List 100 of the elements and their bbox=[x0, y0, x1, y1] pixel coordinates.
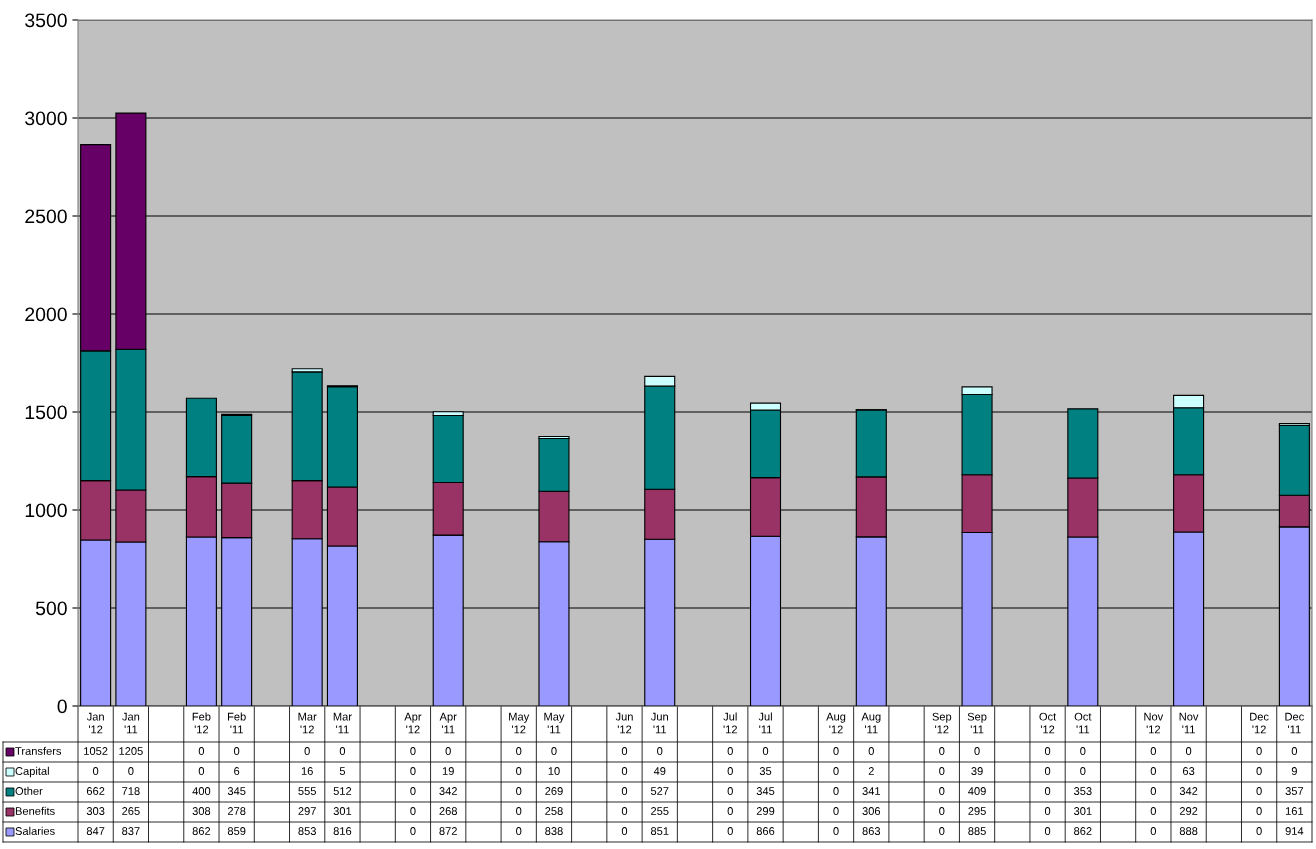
y-tick-label: 2000 bbox=[25, 307, 67, 322]
x-tick-label: Dec '12 bbox=[1250, 712, 1269, 734]
data-label: 0 bbox=[833, 747, 839, 755]
data-label: 0 bbox=[1044, 807, 1051, 815]
data-label: 0 bbox=[339, 747, 346, 755]
x-tick-label: Feb '12 bbox=[192, 712, 211, 734]
x-tick-label: Mar '12 bbox=[298, 712, 317, 734]
data-label: 0 bbox=[621, 787, 628, 795]
data-label: 0 bbox=[128, 767, 134, 775]
y-tick-label: 1500 bbox=[25, 405, 67, 420]
data-label: 0 bbox=[621, 827, 628, 835]
data-label: 301 bbox=[333, 807, 352, 815]
data-label: 303 bbox=[86, 807, 105, 815]
data-label: 1205 bbox=[119, 747, 143, 755]
x-tick-label: Oct '11 bbox=[1074, 712, 1092, 734]
data-label: 9 bbox=[1291, 767, 1297, 775]
data-label: 0 bbox=[833, 807, 839, 815]
data-label: 0 bbox=[516, 767, 522, 775]
y-tick-label: 2500 bbox=[25, 209, 67, 224]
data-label: 862 bbox=[1074, 827, 1092, 835]
x-tick-label: Mar '11 bbox=[333, 712, 352, 734]
data-label: 0 bbox=[1185, 747, 1192, 755]
data-label: 255 bbox=[651, 807, 669, 815]
data-label: 0 bbox=[1150, 747, 1156, 755]
data-label: 0 bbox=[1044, 767, 1051, 775]
x-tick-label: Aug '11 bbox=[861, 712, 881, 734]
data-label: 0 bbox=[621, 807, 628, 815]
data-label: 308 bbox=[192, 807, 211, 815]
data-label: 851 bbox=[650, 827, 669, 835]
data-label: 0 bbox=[1256, 827, 1262, 835]
x-tick-label: Jun '12 bbox=[615, 712, 633, 734]
data-label: 0 bbox=[833, 767, 839, 775]
data-label: 0 bbox=[516, 807, 522, 815]
data-label: 6 bbox=[234, 767, 240, 775]
x-tick-label: May '12 bbox=[509, 712, 530, 734]
data-label: 0 bbox=[516, 827, 522, 835]
data-label: 0 bbox=[727, 747, 733, 755]
data-label: 0 bbox=[1044, 747, 1051, 755]
data-label: 0 bbox=[762, 747, 769, 755]
legend-label: Benefits bbox=[15, 806, 55, 815]
x-tick-label: Sep '12 bbox=[932, 712, 952, 734]
data-label: 0 bbox=[198, 747, 205, 755]
data-label: 19 bbox=[442, 767, 454, 775]
x-tick-label: Jan '11 bbox=[122, 712, 140, 734]
data-label: 527 bbox=[650, 787, 669, 795]
data-label: 0 bbox=[92, 767, 99, 775]
data-label: 35 bbox=[759, 767, 772, 775]
x-tick-label: Dec '11 bbox=[1285, 712, 1304, 734]
data-label: 0 bbox=[410, 827, 416, 835]
x-tick-label: Feb '11 bbox=[228, 712, 246, 734]
x-tick-label: Aug '12 bbox=[826, 712, 846, 734]
data-label: 0 bbox=[727, 827, 733, 835]
x-tick-label: Jul '12 bbox=[723, 712, 737, 734]
data-label: 400 bbox=[192, 787, 211, 795]
data-label: 863 bbox=[862, 827, 881, 835]
data-label: 0 bbox=[551, 747, 557, 755]
data-label: 512 bbox=[333, 787, 352, 795]
legend-label: Capital bbox=[15, 766, 49, 778]
x-tick-label: May '11 bbox=[544, 712, 565, 734]
legend-label: Transfers bbox=[15, 746, 62, 755]
data-label: 161 bbox=[1285, 807, 1304, 815]
data-label: 269 bbox=[545, 787, 563, 795]
data-label: 0 bbox=[939, 787, 945, 795]
data-label: 10 bbox=[548, 767, 560, 775]
data-label: 0 bbox=[1150, 807, 1156, 815]
data-label: 0 bbox=[234, 747, 240, 755]
data-label: 1052 bbox=[84, 747, 108, 755]
data-label: 0 bbox=[727, 807, 733, 815]
data-label: 555 bbox=[298, 787, 316, 795]
data-label: 0 bbox=[1044, 827, 1051, 835]
data-label: 295 bbox=[968, 807, 986, 815]
data-label: 265 bbox=[122, 807, 140, 815]
data-label: 0 bbox=[1080, 747, 1086, 755]
data-label: 0 bbox=[1150, 787, 1156, 795]
data-label: 0 bbox=[304, 747, 310, 755]
data-label: 0 bbox=[621, 767, 628, 775]
data-label: 859 bbox=[227, 827, 246, 835]
y-tick-label: 0 bbox=[57, 699, 67, 714]
data-label: 39 bbox=[971, 767, 983, 775]
data-label: 345 bbox=[756, 787, 775, 795]
data-label: 2 bbox=[868, 767, 874, 775]
data-label: 0 bbox=[1150, 827, 1156, 835]
data-label: 847 bbox=[86, 827, 105, 835]
data-label: 0 bbox=[833, 787, 839, 795]
data-label: 862 bbox=[192, 827, 211, 835]
x-tick-label: Jun '11 bbox=[650, 712, 668, 734]
data-label: 0 bbox=[1256, 807, 1262, 815]
data-label: 299 bbox=[756, 807, 775, 815]
x-tick-label: Nov '12 bbox=[1144, 712, 1164, 734]
legend-label: Salaries bbox=[15, 826, 55, 835]
data-label: 268 bbox=[439, 807, 457, 815]
data-label: 297 bbox=[298, 807, 316, 815]
data-label: 409 bbox=[968, 787, 986, 795]
data-label: 353 bbox=[1073, 787, 1092, 795]
data-label: 0 bbox=[727, 787, 733, 795]
x-tick-label: Sep '11 bbox=[967, 712, 987, 734]
data-label: 0 bbox=[1150, 767, 1156, 775]
data-label: 0 bbox=[1256, 787, 1262, 795]
data-label: 342 bbox=[1179, 787, 1198, 795]
y-tick-label: 1000 bbox=[25, 503, 67, 518]
